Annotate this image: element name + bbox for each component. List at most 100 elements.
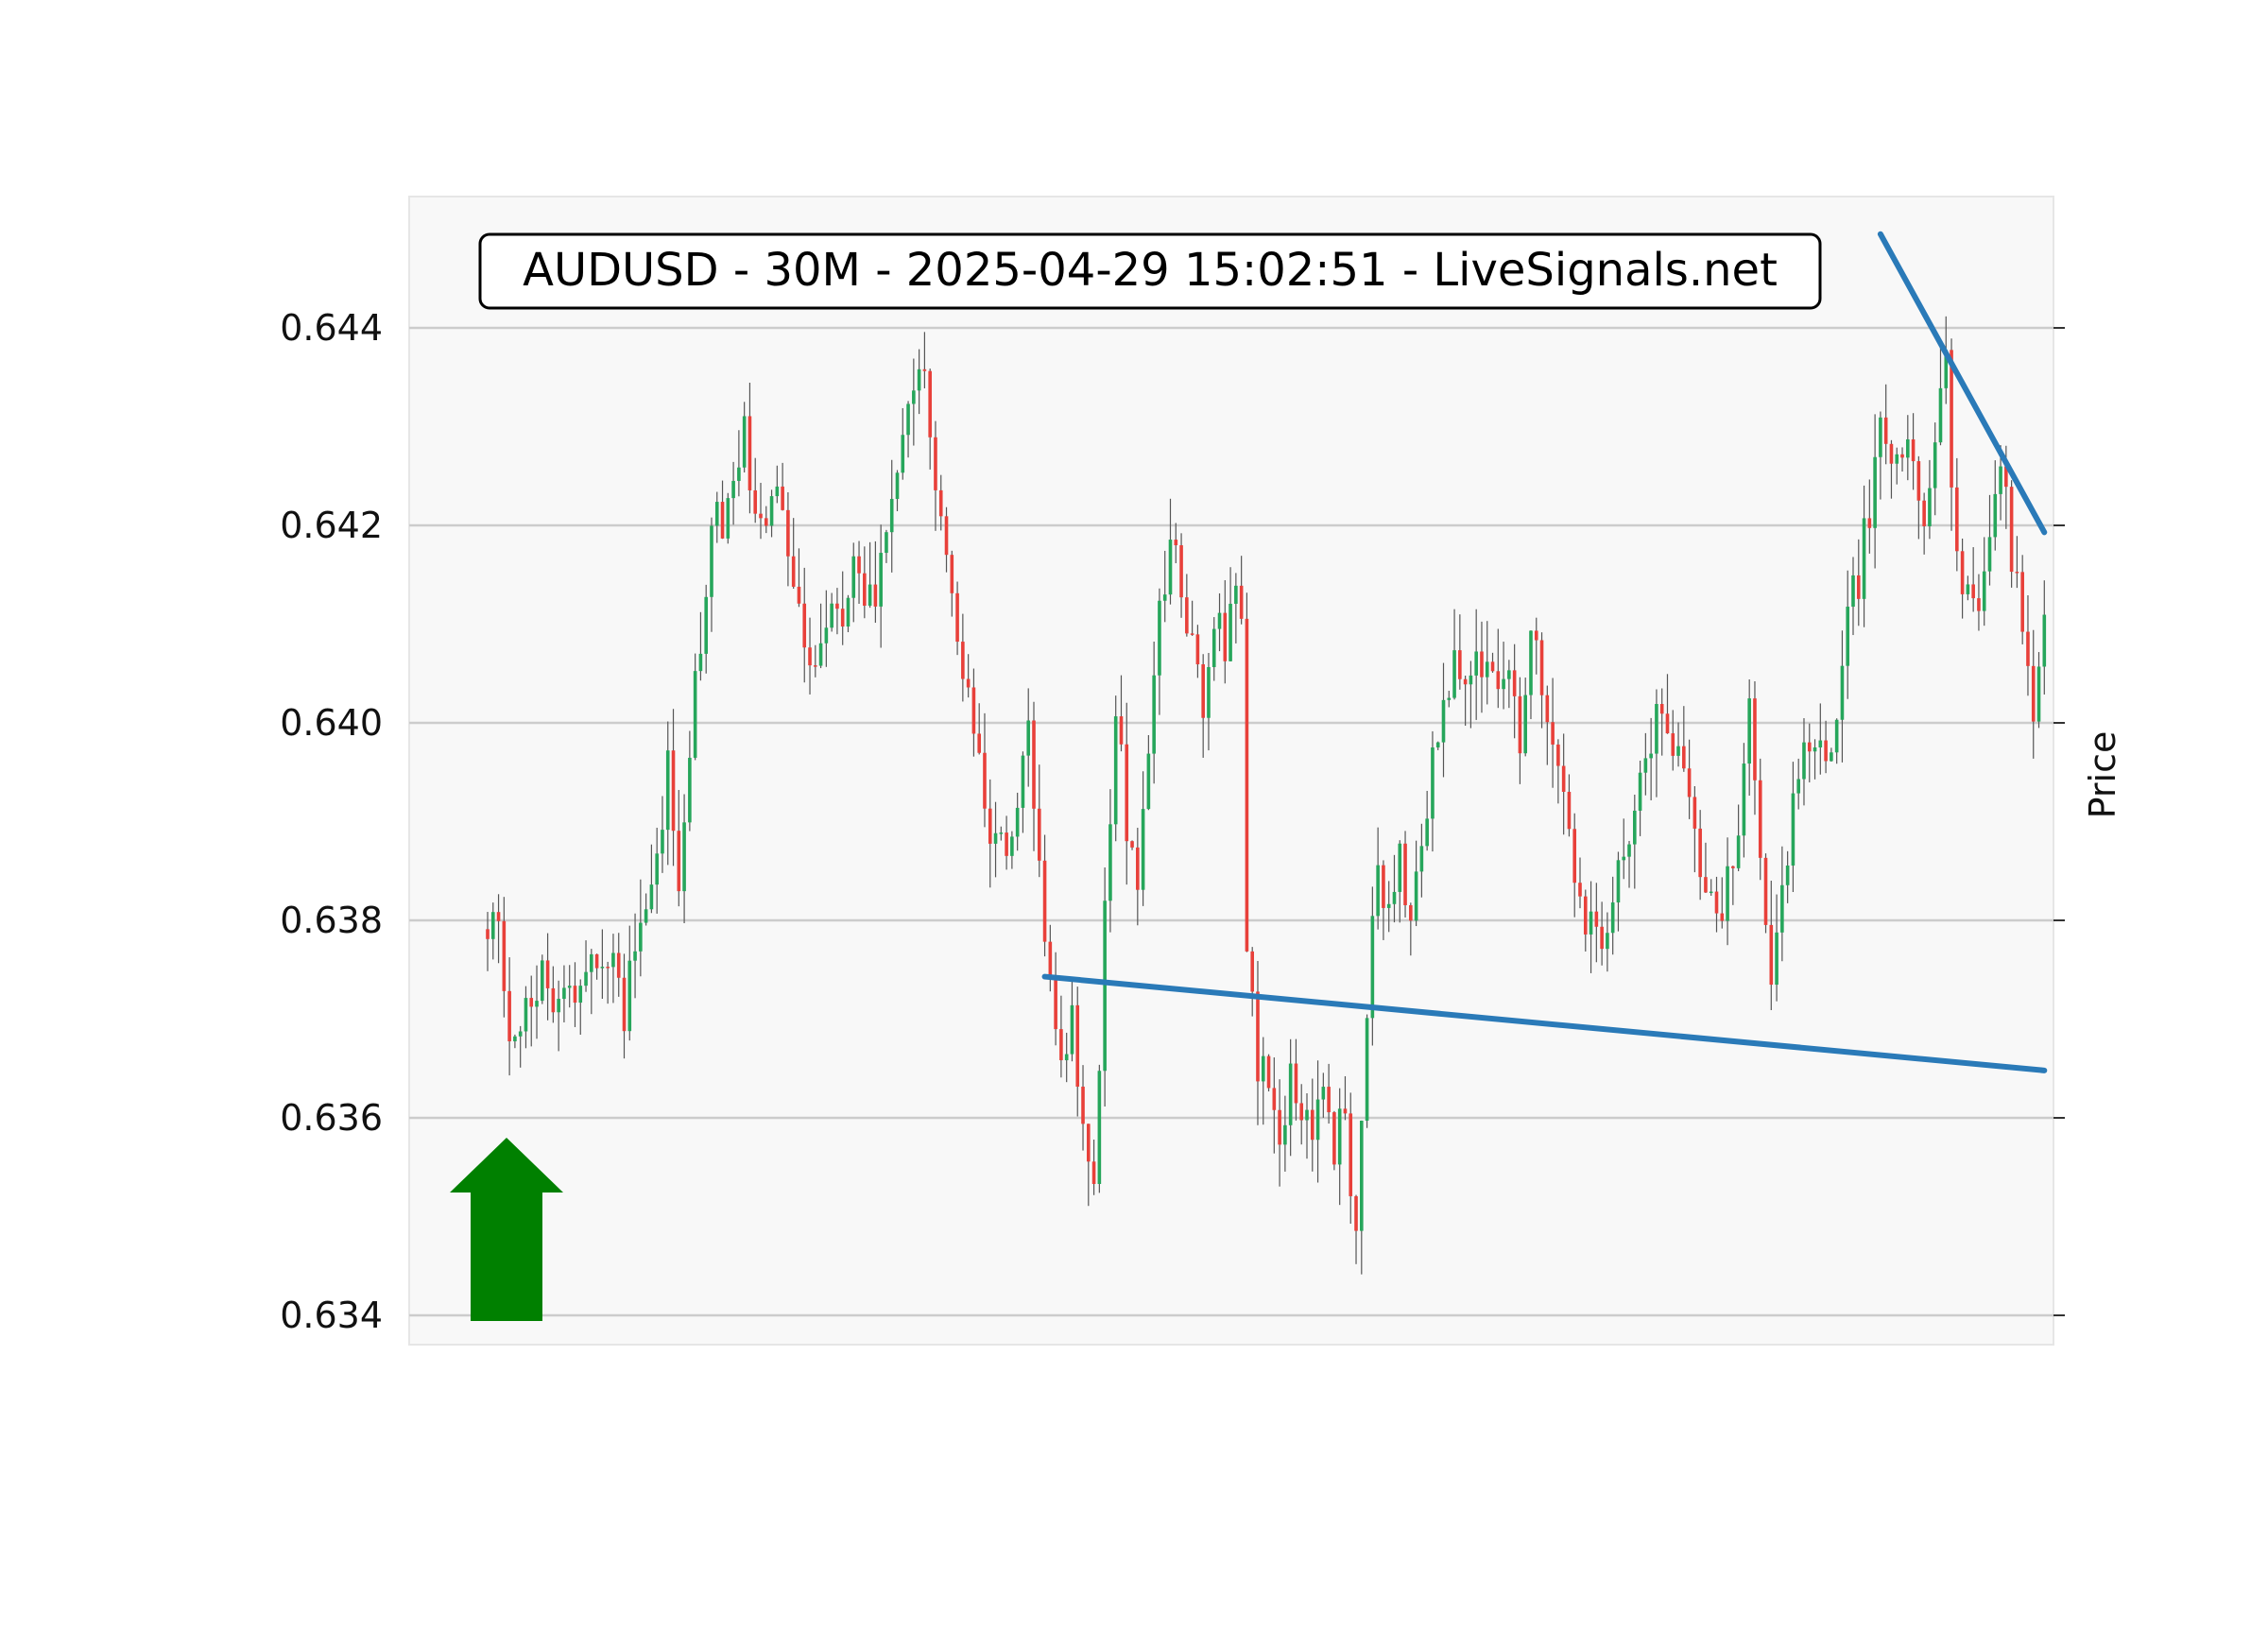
candle-body: [584, 971, 588, 987]
candle-body: [1933, 442, 1937, 489]
candle-body: [1583, 896, 1588, 935]
candle-body: [1610, 902, 1615, 934]
candle-body: [1125, 744, 1129, 842]
candle-body: [1659, 704, 1664, 714]
candle-body: [999, 832, 1004, 834]
candle-body: [868, 584, 872, 606]
candle-body: [1955, 487, 1959, 552]
candle-body: [578, 986, 583, 1004]
candle-body: [1081, 1086, 1085, 1124]
candle-body: [917, 369, 921, 391]
candle-body: [1174, 540, 1178, 546]
candle-body: [649, 884, 654, 910]
candle-body: [840, 609, 845, 627]
candle-body: [1136, 847, 1140, 890]
candle-body: [693, 671, 697, 758]
candle-body: [1622, 856, 1626, 861]
candle-body: [786, 509, 790, 557]
candle-body: [1589, 911, 1593, 935]
candle-body: [1873, 456, 1877, 528]
candle-body: [1272, 1088, 1277, 1110]
candle-body: [513, 1036, 517, 1042]
candle-body: [1283, 1124, 1287, 1145]
candle-body: [1627, 844, 1631, 857]
candle-body: [1256, 991, 1260, 1082]
candle-body: [797, 586, 801, 604]
candle-body: [1207, 666, 1211, 718]
candle-body: [682, 822, 686, 892]
candle-body: [1567, 791, 1572, 830]
candle-body: [1502, 678, 1505, 690]
candle-body: [977, 733, 981, 753]
grid-lines: 0.634 0.636 0.638 0.640 0.642 0.644: [280, 307, 2065, 1336]
candle-body: [1758, 780, 1762, 858]
candle-body: [2020, 572, 2024, 632]
candle-body: [1638, 772, 1642, 811]
candle-body: [1807, 742, 1812, 752]
candle-body: [1922, 500, 1926, 526]
candle-body: [1900, 454, 1904, 458]
candle-body: [1037, 808, 1041, 861]
candle-body: [1398, 843, 1402, 892]
candle-body: [769, 496, 774, 526]
trendline: [1041, 973, 2048, 1073]
candle-body: [1239, 585, 1244, 619]
candle-body: [1108, 824, 1112, 901]
annotations: [450, 231, 2048, 1321]
candle-body: [1769, 924, 1774, 986]
candle-body: [1834, 719, 1839, 753]
candle-body: [600, 967, 605, 969]
candle-body: [781, 486, 784, 510]
candle-body: [737, 467, 741, 481]
candle-body: [1763, 857, 1768, 925]
candle-body: [1185, 597, 1189, 634]
candle-body: [1534, 630, 1538, 641]
candle-body: [1889, 443, 1894, 464]
candle-body: [529, 998, 534, 1007]
candle-body: [1840, 665, 1845, 720]
candle-body: [1005, 832, 1008, 856]
candle-body: [1370, 916, 1375, 1019]
candle-body: [507, 990, 511, 1042]
candle-body: [889, 498, 894, 533]
candle-body: [1731, 866, 1735, 868]
candle-body: [1228, 603, 1232, 661]
y-tick-label: 0.638: [280, 900, 383, 941]
candle-body: [557, 999, 560, 1013]
candle-body: [1266, 1055, 1271, 1089]
candle-body: [1026, 720, 1031, 756]
plot-background: [408, 196, 2054, 1346]
candle-body: [1594, 911, 1599, 927]
candle-body: [1480, 651, 1484, 678]
candle-body: [1851, 575, 1855, 608]
candle-body: [1545, 695, 1550, 723]
candle-body: [1561, 765, 1566, 792]
candle-body: [742, 416, 747, 468]
candle-body: [1217, 612, 1222, 629]
candle-body: [1572, 829, 1577, 884]
candle-body: [524, 998, 528, 1032]
candle-body: [1195, 634, 1200, 665]
candle-body: [551, 987, 556, 1013]
candle-body: [802, 603, 807, 648]
candle-body: [1419, 846, 1424, 872]
candle-body: [824, 627, 829, 643]
candle-body: [993, 832, 998, 844]
candle-body: [1709, 891, 1713, 894]
candle-body: [922, 369, 927, 371]
candle-body: [1982, 571, 1986, 611]
candle-body: [2031, 665, 2036, 722]
candle-body: [1802, 742, 1806, 780]
candle-body: [1671, 733, 1675, 756]
candle-body: [1928, 488, 1932, 526]
candle-body: [846, 597, 850, 627]
candle-body: [1097, 1071, 1102, 1184]
candle-body: [1452, 650, 1456, 698]
candles: [486, 316, 2047, 1275]
candle-body: [1649, 753, 1653, 759]
candle-body: [1747, 698, 1751, 764]
candle-body: [611, 952, 615, 968]
candle-body: [906, 403, 910, 436]
candle-body: [1048, 941, 1053, 976]
candle-body: [594, 953, 599, 969]
